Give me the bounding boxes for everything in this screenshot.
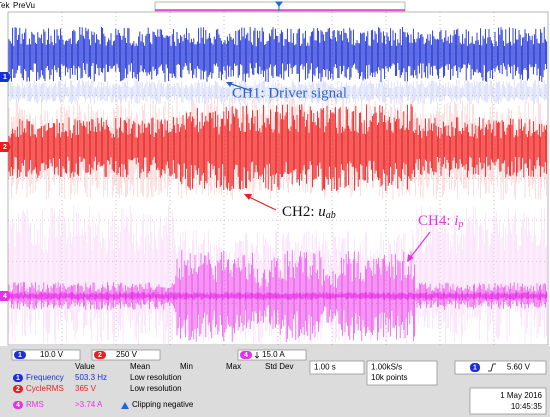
marker-label: 1	[3, 74, 7, 81]
timebase-box	[309, 360, 365, 375]
brand: Tek	[0, 1, 10, 10]
ch1-arrow	[227, 82, 253, 92]
meas-name: CycleRMS	[26, 384, 64, 393]
ch1-marker: 1	[0, 72, 11, 82]
ch2-arrow	[246, 195, 277, 211]
marker-label: 4	[3, 293, 7, 300]
warning-icon	[121, 402, 129, 409]
ch1-arrowhead	[226, 82, 233, 87]
trace	[8, 80, 547, 104]
time: 10:45:35	[511, 402, 543, 411]
slope-icon	[488, 363, 496, 372]
ch-badge	[13, 374, 23, 382]
ann-sub: p	[457, 219, 463, 230]
sample-rate: 1.00kS/s	[371, 363, 402, 372]
ch4-annotation: CH4: ip	[418, 213, 463, 230]
ch-badge	[13, 385, 23, 393]
ann-var: u	[318, 204, 326, 220]
col-header: Value	[75, 362, 95, 371]
ch-badge-label: 4	[16, 402, 20, 409]
col-header: Std Dev	[265, 362, 293, 371]
ch-badge-label: 1	[18, 352, 22, 359]
meas-name: Frequency	[26, 373, 64, 382]
ann-var: i	[454, 213, 458, 229]
ch2-scale-box	[91, 349, 161, 361]
meas-value: 365 V	[75, 384, 97, 393]
acq-mode: PreVu	[13, 1, 35, 10]
ch-badge-label: 1	[16, 375, 20, 382]
meas-name: RMS	[26, 400, 44, 409]
meas-note: Clipping negative	[132, 400, 194, 409]
trace	[8, 27, 548, 82]
ch-badge-label: 2	[16, 386, 20, 393]
trigger-level: 5.60 V	[507, 363, 531, 372]
ch2-annotation: CH2: uab	[282, 204, 336, 221]
marker-label: 2	[3, 144, 7, 151]
col-header: Mean	[130, 362, 150, 371]
col-header: Min	[180, 362, 193, 371]
ch1-annotation: CH1: Driver signal	[232, 85, 347, 101]
ch-badge	[13, 401, 23, 409]
bw-limit-icon	[254, 352, 260, 359]
ann-sub: ab	[326, 210, 336, 221]
ch1-scale-box	[11, 349, 81, 361]
ch4-scale: 15.0 A	[262, 350, 285, 359]
meas-value: >3.74 A	[75, 400, 103, 409]
ch4-scale-box	[237, 349, 307, 361]
meas-note: Low resolution	[130, 384, 182, 393]
ch1-scale: 10.0 V	[40, 350, 64, 359]
trigger-pos	[275, 1, 283, 11]
trace	[8, 104, 548, 191]
ch-badge	[14, 351, 26, 359]
top-bar	[0, 0, 550, 12]
ch-badge	[94, 351, 106, 359]
ann-prefix: CH2:	[282, 204, 318, 220]
trigger-box	[454, 360, 547, 375]
ch4-marker: 4	[0, 291, 11, 301]
ch2-arrowhead	[244, 194, 252, 200]
timebase: 1.00 s	[314, 363, 336, 372]
ch-badge-label: 1	[473, 364, 477, 371]
ch-badge-label: 2	[98, 352, 102, 359]
ch-badge	[240, 351, 252, 359]
ch-badge	[470, 363, 480, 372]
ch4-arrowhead	[407, 254, 414, 262]
ann-prefix: CH4:	[418, 213, 454, 229]
meas-note: Low resolution	[130, 373, 182, 382]
ch2-scale: 250 V	[116, 350, 138, 359]
meas-value: 503.3 Hz	[75, 373, 107, 382]
datetime-box	[469, 387, 547, 415]
ch4-arrow	[409, 231, 431, 259]
col-header: Max	[226, 362, 241, 371]
ch-badge-label: 4	[244, 352, 248, 359]
record-length: 10k points	[371, 373, 407, 382]
ch2-marker: 2	[0, 142, 11, 152]
date: 1 May 2016	[500, 391, 542, 400]
acq-box	[366, 360, 438, 386]
